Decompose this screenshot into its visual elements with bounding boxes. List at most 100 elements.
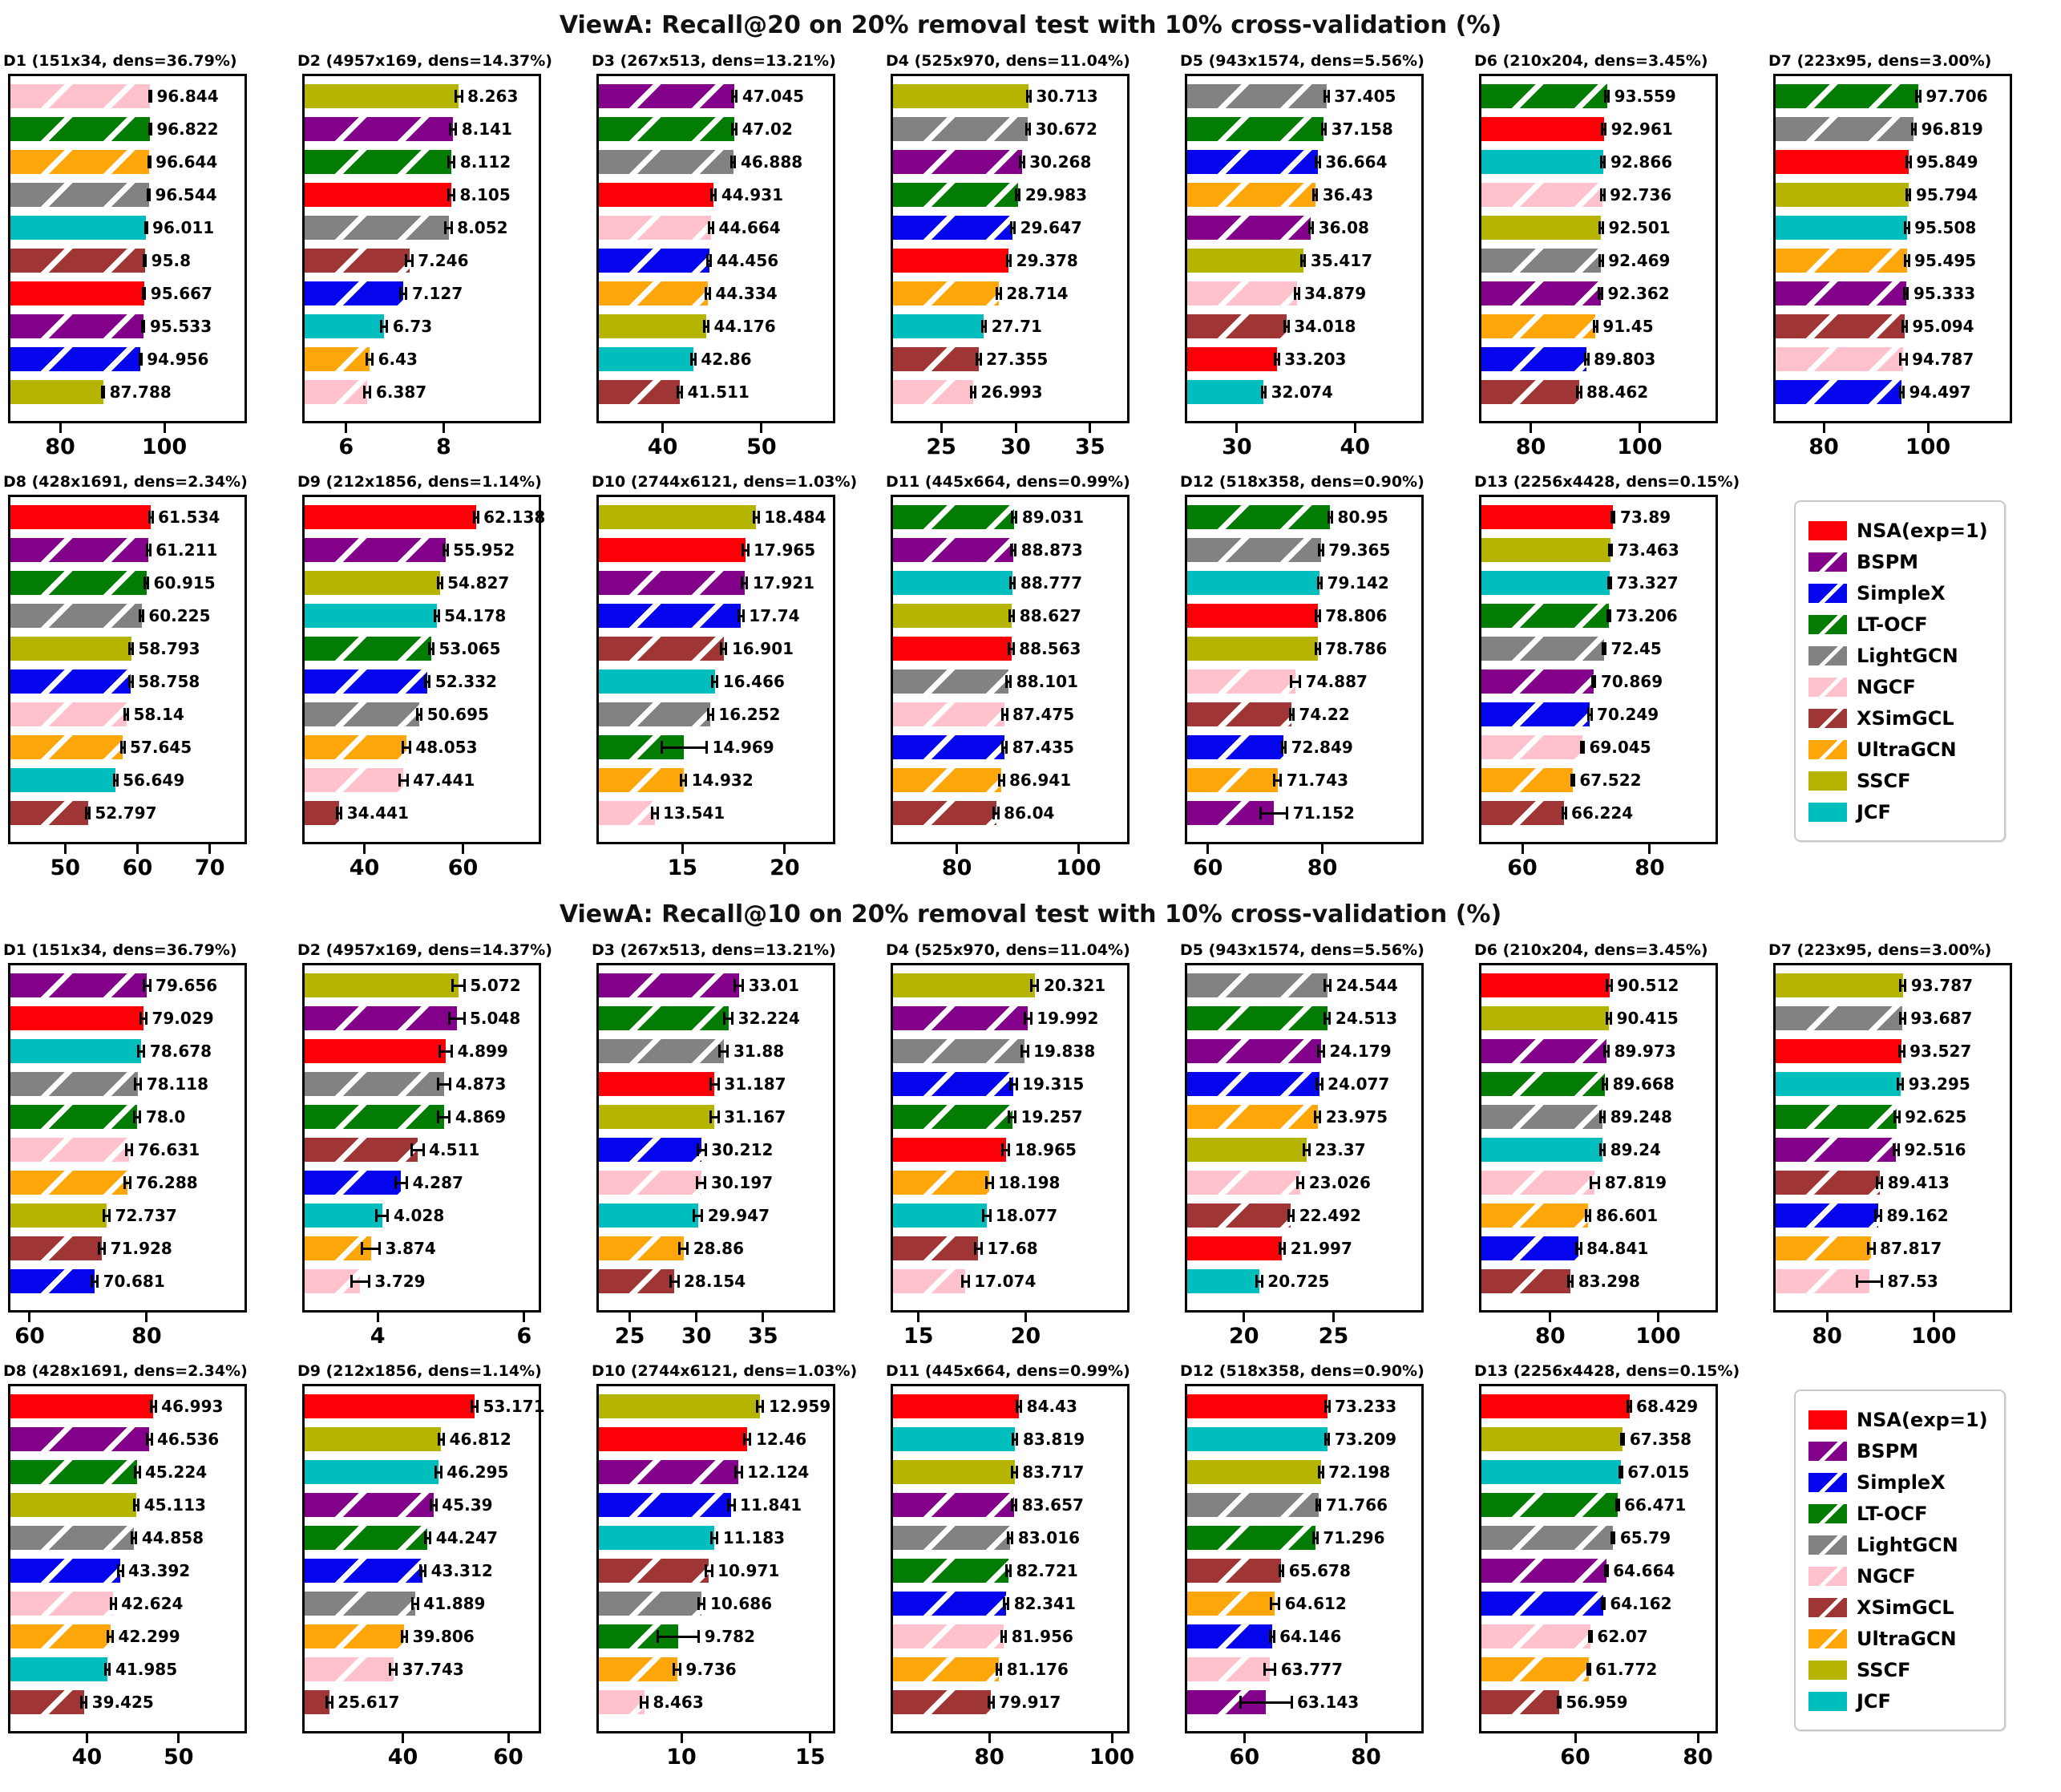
- bar-BSPM: [893, 538, 1013, 562]
- legend-item-nsa: NSA(exp=1): [1808, 1404, 1988, 1435]
- bar-XSimGCL: [1187, 1559, 1282, 1583]
- error-bar-cap: [416, 1597, 419, 1610]
- x-tick-label: 20: [1010, 1324, 1041, 1349]
- error-bar: [434, 614, 439, 617]
- error-bar-cap: [1903, 1012, 1906, 1025]
- x-axis: 60 80: [1479, 1733, 1713, 1778]
- error-bar-cap: [1620, 1433, 1623, 1446]
- bar-value-label: 7.127: [411, 284, 463, 303]
- error-bar-cap: [147, 188, 150, 201]
- error-bar: [1009, 614, 1014, 617]
- bar-UltraGCN: [10, 1624, 111, 1648]
- legend: NSA(exp=1) BSPM SimpleX LT-OCF LightGCN NGCF X…: [1794, 1390, 2006, 1731]
- bar-BSPM: [10, 538, 149, 562]
- error-bar: [1899, 1050, 1905, 1053]
- bar-UltraGCN: [10, 150, 150, 174]
- error-bar: [1605, 95, 1609, 98]
- bar-NSA: [893, 1138, 1006, 1162]
- error-bar-cap: [463, 1012, 466, 1025]
- error-bar-cap: [408, 741, 411, 754]
- error-bar-cap: [147, 576, 150, 589]
- error-bar: [1590, 1181, 1599, 1184]
- x-tick-label: 6: [516, 1324, 532, 1349]
- x-tick: [1530, 423, 1533, 433]
- bar-value-label: 79.656: [156, 976, 218, 995]
- bar-value-label: 39.806: [412, 1627, 475, 1646]
- error-bar-cap: [1606, 1078, 1609, 1090]
- error-bar-cap: [123, 708, 127, 721]
- error-bar: [402, 1635, 407, 1638]
- error-bar: [1012, 1503, 1016, 1507]
- error-bar-cap: [1014, 188, 1017, 201]
- bar-value-label: 19.838: [1033, 1042, 1096, 1061]
- bar-value-label: 83.657: [1021, 1495, 1084, 1515]
- subplot-cell-d4: D4 (525x970, dens=11.04%) 30.713 30.672 30.…: [884, 47, 1178, 468]
- bar-value-label: 48.053: [415, 738, 478, 757]
- x-axis: 80 100: [8, 423, 242, 468]
- bar-value-label: 89.24: [1610, 1140, 1661, 1159]
- error-bar-cap: [693, 353, 697, 366]
- error-bar-cap: [726, 1045, 729, 1058]
- error-bar-cap: [1601, 642, 1604, 655]
- error-bar-cap: [1287, 1209, 1290, 1222]
- bar-value-label: 12.46: [755, 1430, 807, 1449]
- bar-value-label: 11.841: [740, 1495, 802, 1515]
- error-bar: [652, 811, 658, 815]
- bar-value-label: 41.889: [423, 1594, 486, 1613]
- legend-label-lightgcn: LightGCN: [1857, 644, 1958, 667]
- bar-value-label: 58.14: [133, 705, 184, 724]
- error-bar-cap: [1597, 287, 1600, 300]
- x-tick: [208, 844, 212, 854]
- error-bar-cap: [1315, 642, 1318, 655]
- error-bar-cap: [1866, 1242, 1869, 1255]
- error-bar-cap: [437, 609, 440, 622]
- error-bar-cap: [1570, 774, 1573, 787]
- bar-XSimGCL: [893, 801, 996, 825]
- error-bar-cap: [729, 156, 733, 168]
- legend-item-bspm: BSPM: [1808, 546, 1988, 577]
- legend-label-lightgcn: LightGCN: [1857, 1533, 1958, 1556]
- bar-value-label: 4.873: [455, 1074, 507, 1094]
- x-tick: [1235, 423, 1239, 433]
- error-bar-cap: [1288, 708, 1291, 721]
- error-bar-cap: [1601, 287, 1604, 300]
- legend-swatch-bspm: [1808, 552, 1847, 572]
- error-bar: [144, 581, 148, 585]
- subplot-cell-d9: D9 (212x1856, dens=1.14%) 62.138 55.952 54.…: [296, 468, 590, 889]
- x-tick-label: 60: [447, 856, 479, 880]
- bar-NSA: [305, 1039, 447, 1063]
- x-tick-label: 80: [1307, 856, 1338, 880]
- bar-value-label: 6.73: [392, 317, 433, 336]
- x-tick: [783, 844, 786, 854]
- bar-value-label: 33.01: [748, 976, 799, 995]
- bar-LightGCN: [893, 1526, 1011, 1550]
- error-bar-cap: [1897, 1110, 1901, 1123]
- bar-LightGCN: [1187, 538, 1322, 562]
- error-bar: [661, 746, 707, 749]
- error-bar: [151, 1405, 156, 1408]
- error-bar-cap: [1856, 1275, 1859, 1288]
- subplot-cell-d8: D8 (428x1691, dens=2.34%) 61.534 61.211 60.…: [2, 468, 296, 889]
- bar-value-label: 18.965: [1014, 1140, 1077, 1159]
- bar-LightGCN: [10, 604, 142, 628]
- bar-SimpleX: [599, 1493, 732, 1517]
- error-bar: [993, 811, 999, 815]
- error-bar-cap: [1906, 287, 1909, 300]
- bar-value-label: 87.53: [1887, 1272, 1938, 1291]
- bar-NGCF: [1481, 1624, 1590, 1648]
- bar-XSimGCL: [10, 1236, 103, 1260]
- error-bar-cap: [1873, 1242, 1876, 1255]
- subplot-cell-d2: D2 (4957x169, dens=14.37%) 8.263 8.141 8.11…: [296, 47, 590, 468]
- bar-SSCF: [305, 973, 459, 997]
- bar-UltraGCN: [305, 1236, 371, 1260]
- error-bar-cap: [103, 1242, 107, 1255]
- bar-NSA: [1187, 1394, 1328, 1418]
- bar-value-label: 90.512: [1617, 976, 1679, 995]
- bar-value-label: 19.315: [1022, 1074, 1085, 1094]
- bar-SSCF: [10, 637, 131, 661]
- bar-NSA: [599, 1072, 715, 1096]
- bar-XSimGCL: [1481, 1690, 1559, 1714]
- bar-value-label: 53.171: [483, 1397, 545, 1416]
- bar-JCF: [10, 768, 116, 792]
- bar-value-label: 60.915: [153, 573, 216, 593]
